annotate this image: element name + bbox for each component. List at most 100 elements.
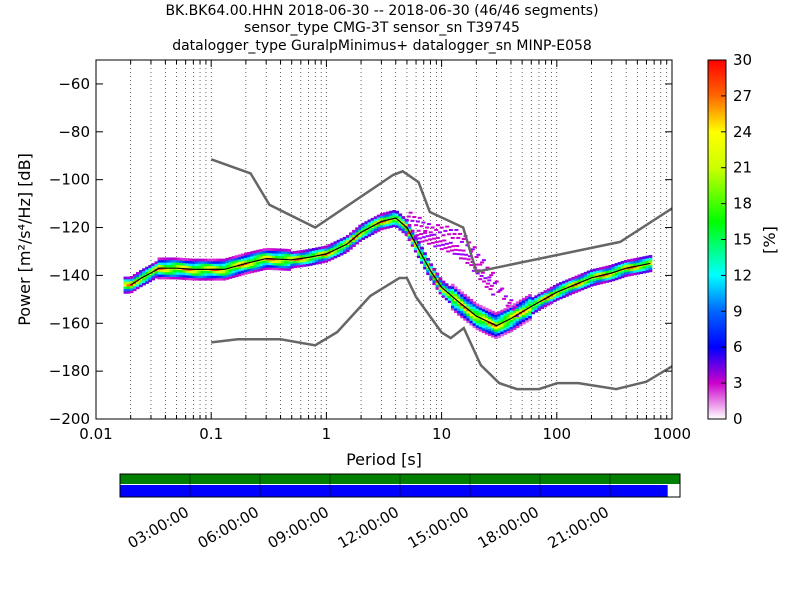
- psd-cell: [512, 319, 517, 323]
- psd-cell: [163, 269, 168, 273]
- psd-cell: [639, 271, 644, 275]
- psd-cell: [416, 245, 421, 249]
- psd-cell: [219, 261, 223, 264]
- psd-cell: [265, 255, 270, 258]
- psd-cell: [213, 273, 217, 276]
- psd-cell: [231, 275, 236, 279]
- psd-scatter-mid: [460, 253, 465, 256]
- psd-cell: [565, 284, 569, 288]
- psd-cell: [589, 283, 594, 287]
- psd-cell: [521, 314, 526, 318]
- psd-cell: [543, 299, 548, 303]
- psd-cell: [352, 234, 356, 238]
- colorbar-tick-label: 18: [733, 195, 752, 213]
- psd-cell: [145, 276, 149, 280]
- psd-cell: [404, 233, 409, 236]
- psd-scatter-mid: [443, 247, 448, 250]
- psd-scatter-mid: [437, 244, 442, 247]
- psd-cell: [457, 303, 461, 307]
- psd-cell: [370, 232, 375, 236]
- psd-cell: [169, 274, 174, 277]
- psd-scatter-upper: [481, 259, 486, 262]
- psd-cell: [126, 281, 131, 285]
- psd-cell: [160, 262, 165, 266]
- psd-cell: [302, 259, 307, 263]
- psd-cell: [139, 282, 143, 285]
- psd-cell: [333, 243, 338, 247]
- psd-cell: [469, 322, 474, 326]
- psd-cell: [454, 286, 458, 290]
- colorbar: 0 3 6 9 12 15 18 21 24 27 30 [%]: [707, 51, 779, 428]
- psd-cell: [166, 274, 171, 277]
- psd-cell: [305, 261, 310, 264]
- psd-cell: [376, 214, 381, 218]
- psd-cell: [509, 305, 514, 308]
- psd-cell: [626, 261, 631, 265]
- psd-cell: [191, 263, 196, 267]
- psd-cell: [466, 315, 471, 319]
- psd-cell: [349, 246, 353, 250]
- psd-cell: [231, 268, 236, 271]
- psd-cell: [206, 265, 211, 269]
- psd-cell: [500, 314, 505, 318]
- psd-cell: [648, 255, 653, 258]
- soh-tick-label: 15:00:00: [405, 503, 472, 552]
- psd-cell: [447, 288, 452, 292]
- psd-cell: [197, 263, 202, 267]
- psd-cell: [160, 276, 165, 280]
- psd-cell: [145, 269, 149, 272]
- psd-scatter-upper: [432, 233, 437, 236]
- psd-cell: [435, 274, 440, 278]
- psd-cell: [194, 275, 199, 279]
- psd-cell: [580, 273, 585, 276]
- psd-cell: [636, 257, 640, 261]
- psd-cell: [345, 246, 350, 250]
- psd-cell: [157, 274, 162, 277]
- psd-scatter-mid: [416, 229, 421, 232]
- psd-cell: [475, 305, 480, 309]
- y-tick-label: −140: [49, 266, 90, 284]
- psd-cell: [231, 270, 236, 274]
- psd-cell: [210, 263, 214, 267]
- psd-cell: [515, 325, 520, 329]
- psd-cell: [163, 274, 168, 277]
- x-tick-label: 1000: [653, 425, 691, 443]
- psd-scatter-mid: [441, 243, 446, 246]
- psd-cell: [268, 248, 273, 251]
- psd-cell: [626, 259, 631, 263]
- psd-cell: [349, 234, 353, 238]
- psd-cell: [262, 255, 267, 259]
- psd-cell: [589, 269, 594, 273]
- psd-cell: [259, 260, 264, 264]
- psd-cell: [256, 252, 261, 255]
- psd-cell: [589, 274, 594, 277]
- psd-cell: [339, 243, 344, 246]
- psd-cell: [395, 215, 400, 219]
- psd-cell: [145, 281, 149, 284]
- psd-cell: [636, 259, 640, 263]
- psd-cell: [429, 277, 434, 281]
- psd-cell: [571, 276, 576, 280]
- psd-scatter-mid: [482, 280, 487, 283]
- psd-cell: [500, 333, 505, 337]
- psd-cell: [287, 253, 291, 257]
- psd-cell: [466, 317, 471, 321]
- psd-cell: [528, 298, 532, 302]
- psd-cell: [157, 276, 162, 280]
- psd-cell: [648, 269, 653, 273]
- psd-cell: [574, 287, 579, 291]
- psd-cell: [460, 310, 464, 314]
- psd-cell: [203, 263, 208, 267]
- psd-cell: [410, 229, 415, 233]
- psd-cell: [583, 274, 588, 278]
- psd-cell: [521, 304, 526, 308]
- psd-cell: [475, 327, 480, 331]
- psd-cell: [454, 288, 458, 292]
- psd-scatter-mid: [438, 240, 443, 243]
- psd-cell: [389, 225, 393, 228]
- psd-cell: [450, 288, 455, 292]
- psd-cell: [281, 263, 285, 266]
- psd-cell: [247, 259, 251, 262]
- psd-cell: [324, 259, 329, 263]
- psd-cell: [296, 262, 301, 266]
